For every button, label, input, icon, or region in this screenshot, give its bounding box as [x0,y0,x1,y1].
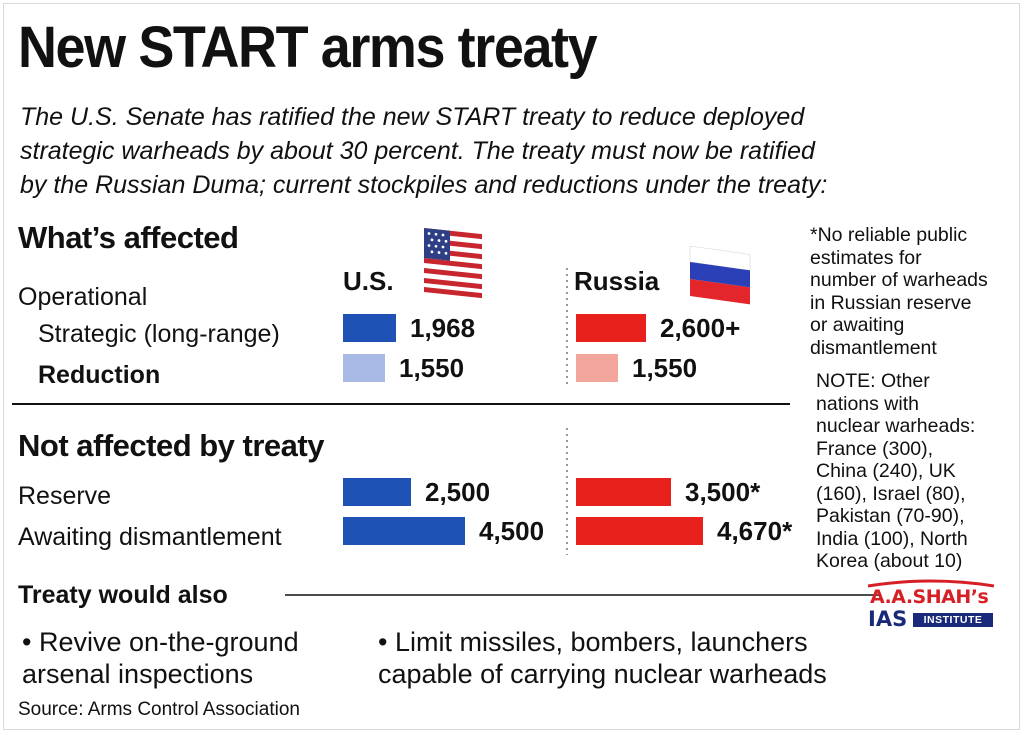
bar-label-us-0: 1,968 [410,313,476,343]
label-awaiting: Awaiting dismantlement [18,523,282,551]
footnote-line: or awaiting [810,314,905,336]
note-line: nations with [816,392,919,415]
label-operational: Operational [18,283,148,311]
note-line: China (240), UK [816,460,956,482]
intro-line: strategic warheads by about 30 percent. … [20,137,815,165]
bar-russia-2 [576,478,671,506]
bullet-line: arsenal inspections [22,659,254,689]
intro-line: by the Russian Duma; current stockpiles … [20,171,828,199]
note-line: France (300), [816,437,934,460]
bullet-inspections: • Revive on-the-ground arsenal inspectio… [22,626,299,690]
section-heading-not-affected: Not affected by treaty [18,428,324,463]
label-reserve: Reserve [18,482,112,510]
label-strategic: Strategic (long-range) [38,320,280,348]
column-header-russia: Russia [574,266,660,296]
intro-line: The U.S. Senate has ratified the new STA… [20,103,805,131]
bullet-line: capable of carrying nuclear warheads [378,659,827,689]
bar-russia-1 [576,354,618,382]
note-line: (160), Israel (80), [816,482,966,505]
bar-russia-3 [576,517,703,545]
section-heading-affected: What’s affected [18,220,239,255]
institute-logo: A.A.SHAH’s IAS INSTITUTE [866,578,996,631]
note-line: India (100), North [816,527,968,550]
bar-us-1 [343,354,385,382]
logo-ias: IAS [868,607,908,631]
bar-russia-0 [576,314,646,342]
footnote-line: dismantlement [810,336,937,359]
bullet-line: • Limit missiles, bombers, launchers [378,627,808,657]
footnote-line: in Russian reserve [810,291,972,314]
logo-swoosh [867,579,995,588]
bar-label-us-2: 2,500 [425,477,491,507]
logo-institute: INSTITUTE [913,613,993,627]
page-title: New START arms treaty [18,15,598,80]
note-line: Pakistan (70-90), [816,505,965,527]
bar-label-russia-0: 2,600+ [660,313,741,343]
bar-label-us-1: 1,550 [399,353,465,383]
bar-label-russia-2: 3,500* [685,477,761,507]
intro-text: The U.S. Senate has ratified the new STA… [20,100,1000,202]
bar-label-russia-3: 4,670* [717,516,793,546]
footnote-line: *No reliable public [810,224,968,246]
bullet-limit-missiles: • Limit missiles, bombers, launchers cap… [378,626,827,690]
image-frame [3,3,1020,730]
bar-label-russia-1: 1,550 [632,353,698,383]
bar-us-2 [343,478,411,506]
source-credit: Source: Arms Control Association [18,699,300,720]
footnote-line: estimates for [810,246,922,269]
bar-us-0 [343,314,396,342]
footnote-russia-estimates: *No reliable public estimates for number… [810,224,988,359]
note-line: nuclear warheads: [816,415,976,437]
note-other-nations: NOTE: Other nations with nuclear warhead… [816,370,975,573]
bar-label-us-3: 4,500 [479,516,545,546]
note-line: NOTE: Other [816,370,930,392]
bar-us-3 [343,517,465,545]
note-line: Korea (about 10) [816,550,963,572]
label-reduction: Reduction [38,361,161,389]
column-header-us: U.S. [343,266,394,296]
bullet-line: • Revive on-the-ground [22,627,299,657]
logo-title: A.A.SHAH’s [870,586,989,608]
footnote-line: number of warheads [810,269,988,291]
treaty-also-heading: Treaty would also [18,581,228,609]
